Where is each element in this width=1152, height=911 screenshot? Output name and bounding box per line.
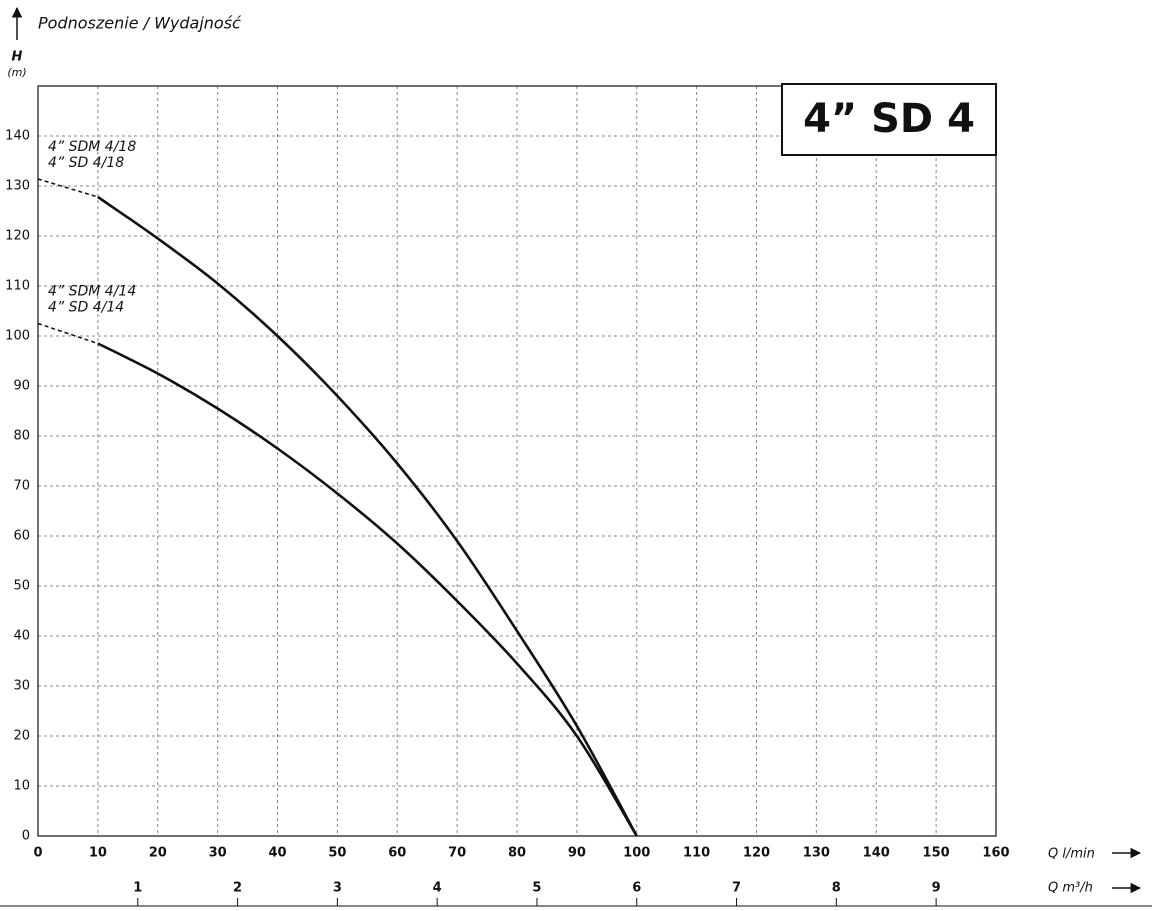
badge-box	[781, 83, 997, 156]
curve-label: 4” SDM 4/14	[48, 284, 136, 300]
y-unit: (m)	[7, 66, 26, 79]
x-tick-label: 50	[328, 846, 346, 861]
x-tick-label: 150	[923, 846, 950, 861]
x2-tick-label: 3	[333, 881, 342, 896]
y-tick-label: 10	[13, 779, 30, 794]
x-tick-label: 30	[209, 846, 227, 861]
x-tick-label: 20	[149, 846, 167, 861]
x2-tick-label: 6	[632, 881, 641, 896]
x-tick-label: 140	[863, 846, 890, 861]
x-tick-label: 120	[743, 846, 770, 861]
curve-label: 4” SDM 4/18	[48, 139, 136, 155]
x-tick-label: 110	[683, 846, 710, 861]
y-tick-label: 50	[13, 579, 30, 594]
curve-label: 4” SD 4/18	[48, 155, 124, 171]
y-tick-label: 70	[13, 479, 30, 494]
x-tick-label: 130	[803, 846, 830, 861]
x2-tick-label: 4	[433, 881, 442, 896]
x2-tick-label: 9	[932, 881, 941, 896]
y-tick-label: 40	[13, 629, 30, 644]
chart-title: Podnoszenie / Wydajność	[38, 14, 242, 33]
y-tick-label: 80	[13, 429, 30, 444]
y-tick-label: 120	[5, 229, 30, 244]
x2-tick-label: 5	[532, 881, 541, 896]
y-tick-label: 130	[5, 179, 30, 194]
y-tick-label: 0	[22, 829, 30, 844]
y-tick-label: 60	[13, 529, 30, 544]
x-tick-label: 70	[448, 846, 466, 861]
y-tick-label: 20	[13, 729, 30, 744]
x-tick-label: 60	[388, 846, 406, 861]
curve	[97, 342, 638, 837]
y-tick-label: 30	[13, 679, 30, 694]
y-tick-label: 100	[5, 329, 30, 344]
x-label: Q l/min	[1048, 847, 1095, 862]
y-label: H	[12, 50, 23, 65]
x-tick-label: 10	[89, 846, 107, 861]
plot-frame	[37, 85, 997, 837]
y-tick-label: 140	[5, 129, 30, 144]
y-tick-label: 90	[13, 379, 30, 394]
curve-dashed	[37, 178, 99, 198]
curve-label: 4” SD 4/14	[48, 300, 124, 316]
curve	[97, 195, 638, 837]
x-tick-label: 0	[33, 846, 42, 861]
x-tick-label: 90	[568, 846, 586, 861]
x-tick-label: 80	[508, 846, 526, 861]
badge: 4” SD 4	[803, 96, 975, 142]
x2-tick-label: 8	[832, 881, 841, 896]
x2-label: Q m³/h	[1048, 881, 1093, 896]
x2-tick-label: 7	[732, 881, 741, 896]
x2-tick-label: 2	[233, 881, 242, 896]
x-tick-label: 100	[623, 846, 650, 861]
x2-tick-label: 1	[133, 881, 142, 896]
y-tick-label: 110	[5, 279, 30, 294]
curve-dashed	[37, 322, 99, 345]
x-tick-label: 40	[268, 846, 286, 861]
x-tick-label: 160	[982, 846, 1009, 861]
